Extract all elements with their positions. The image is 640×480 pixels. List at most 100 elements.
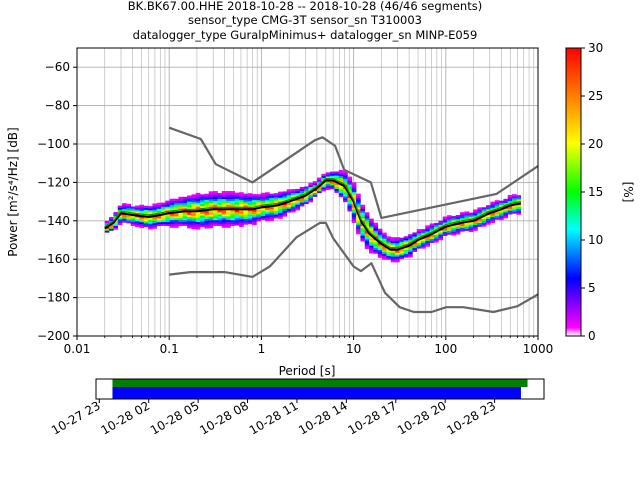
- density-cell: [278, 208, 283, 212]
- density-cell: [347, 176, 353, 179]
- density-cell: [156, 208, 162, 211]
- density-cell: [139, 218, 145, 221]
- density-cell: [213, 214, 218, 217]
- density-cell: [369, 239, 374, 242]
- density-cell: [373, 228, 379, 231]
- density-cell: [221, 202, 227, 205]
- density-cell: [403, 247, 409, 251]
- density-cell: [239, 222, 244, 226]
- x-tick-label: 100: [434, 342, 457, 356]
- density-cell: [152, 216, 158, 220]
- density-cell: [252, 196, 257, 199]
- density-cell: [243, 216, 249, 219]
- density-cell: [256, 209, 262, 212]
- density-cell: [195, 225, 201, 228]
- density-cell: [213, 216, 218, 219]
- density-cell: [122, 205, 127, 208]
- density-cell: [174, 223, 179, 226]
- density-cell: [312, 194, 318, 197]
- density-cell: [473, 224, 478, 228]
- density-cell: [265, 219, 270, 222]
- density-cell: [429, 236, 435, 240]
- density-cell: [451, 229, 457, 232]
- density-cell: [434, 223, 439, 226]
- density-cell: [152, 224, 158, 227]
- density-cell: [191, 213, 197, 216]
- density-cell: [282, 214, 288, 217]
- density-cell: [122, 220, 127, 223]
- density-cell: [208, 214, 214, 217]
- density-cell: [351, 184, 357, 187]
- density-cell: [178, 196, 184, 200]
- density-cell: [338, 171, 344, 175]
- density-cell: [481, 222, 487, 225]
- density-cell: [364, 235, 370, 238]
- colorbar-tick-label: 0: [588, 329, 596, 343]
- density-cell: [330, 175, 335, 178]
- density-cell: [126, 203, 132, 207]
- density-cell: [412, 243, 418, 247]
- density-cell: [278, 191, 283, 194]
- density-cell: [494, 215, 500, 218]
- density-cell: [494, 217, 500, 220]
- density-cell: [252, 194, 257, 197]
- density-cell: [377, 244, 383, 247]
- density-cell: [447, 215, 452, 218]
- density-cell: [195, 213, 201, 217]
- density-cell: [204, 212, 210, 216]
- density-cell: [208, 212, 214, 215]
- density-cell: [191, 203, 197, 207]
- density-cell: [312, 190, 318, 193]
- density-cell: [191, 196, 197, 199]
- density-cell: [278, 197, 283, 200]
- density-cell: [191, 200, 197, 203]
- density-cell: [425, 238, 431, 242]
- density-cell: [187, 222, 192, 225]
- density-cell: [200, 201, 205, 205]
- density-cell: [135, 211, 140, 214]
- density-cell: [291, 206, 296, 209]
- density-cell: [161, 204, 166, 207]
- density-cell: [382, 247, 387, 251]
- density-cell: [239, 219, 244, 222]
- density-cell: [325, 185, 331, 189]
- density-cell: [304, 190, 309, 193]
- density-cell: [390, 244, 396, 248]
- density-cell: [356, 201, 361, 204]
- density-cell: [325, 172, 331, 175]
- density-cell: [494, 200, 500, 203]
- density-cell: [178, 202, 184, 205]
- density-cell: [356, 197, 361, 200]
- density-cell: [338, 175, 344, 178]
- density-cell: [382, 253, 387, 256]
- density-cell: [321, 173, 327, 177]
- density-cell: [438, 232, 444, 235]
- density-cell: [425, 231, 431, 234]
- density-cell: [494, 213, 500, 216]
- density-cell: [139, 216, 145, 219]
- density-cell: [130, 223, 136, 226]
- density-cell: [473, 215, 478, 218]
- density-cell: [195, 206, 201, 209]
- density-cell: [260, 202, 266, 205]
- density-cell: [486, 209, 491, 212]
- colorbar-tick-label: 10: [588, 233, 603, 247]
- density-cell: [364, 217, 370, 221]
- density-cell: [191, 221, 197, 224]
- density-cell: [217, 210, 223, 213]
- density-cell: [273, 216, 279, 219]
- density-cell: [369, 251, 374, 254]
- density-cell: [230, 219, 236, 223]
- density-cell: [408, 234, 413, 237]
- density-cell: [126, 217, 132, 220]
- density-cell: [351, 211, 357, 214]
- density-cell: [195, 202, 201, 205]
- density-cell: [217, 204, 223, 207]
- density-cell: [455, 232, 461, 235]
- density-cell: [360, 216, 366, 219]
- density-cell: [174, 198, 179, 201]
- density-cell: [221, 223, 227, 226]
- density-cell: [360, 208, 366, 211]
- density-cell: [126, 219, 132, 222]
- density-cell: [347, 203, 353, 206]
